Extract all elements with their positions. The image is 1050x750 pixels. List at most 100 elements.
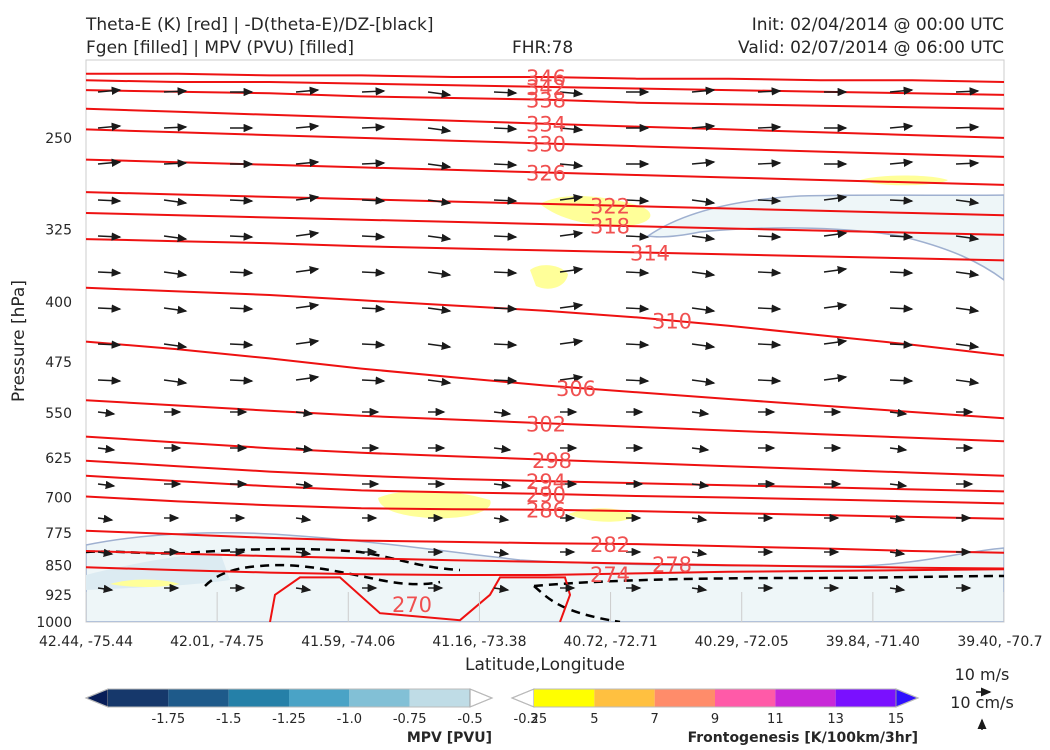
wind-vector — [559, 125, 584, 134]
wind-vector — [229, 232, 254, 241]
wind-vector — [889, 444, 908, 454]
wind-vector — [427, 89, 452, 99]
wind-vector — [229, 376, 254, 385]
theta-e-contour-322 — [86, 191, 1004, 217]
theta-e-label-298: 298 — [532, 449, 572, 473]
theta-e-contour-314 — [86, 238, 1004, 262]
mpv-colorbar-swatch — [168, 689, 229, 707]
mpv-colorbar-tick: -0.25 — [514, 712, 548, 727]
y-tick-label: 850 — [45, 558, 72, 574]
theta-e-label-306: 306 — [556, 377, 596, 401]
wind-vector — [889, 196, 914, 205]
mpv-colorbar-tick: -1.75 — [152, 712, 186, 727]
mpv-colorbar-extend-right — [469, 688, 494, 708]
theta-e-contour-334 — [86, 107, 1004, 139]
x-axis: 42.44, -75.44 42.01, -74.75 41.59, -74.06 4… — [39, 592, 1043, 650]
wind-vector — [163, 341, 188, 351]
y-tick-label: 325 — [45, 223, 72, 239]
wind-vector — [163, 159, 188, 168]
wind-vector — [163, 233, 188, 243]
wind-vector — [163, 87, 188, 96]
wind-vector — [691, 122, 716, 131]
wind-vector — [691, 197, 716, 207]
mpv-colorbar-tick: -1.0 — [337, 712, 362, 727]
fgen-fill-upper — [540, 195, 651, 226]
wind-vector — [559, 161, 584, 170]
fgen-colorbar-swatch — [835, 689, 896, 707]
wind-vector — [295, 337, 320, 347]
fgen-colorbar: 3 5 7 9 11 13 15 — [510, 688, 920, 727]
wind-vector — [757, 232, 782, 241]
wind-vector — [889, 158, 914, 167]
wind-vector — [163, 123, 188, 132]
wind-vector — [361, 340, 386, 349]
mpv-colorbar-swatch — [289, 689, 350, 707]
wind-vector — [427, 341, 452, 351]
theta-e-label-330: 330 — [526, 132, 566, 156]
wind-vector — [559, 373, 584, 383]
wind-vector — [691, 377, 716, 387]
wind-vector — [955, 197, 980, 207]
wind-vector — [493, 340, 518, 349]
theta-e-label-342: 342 — [526, 76, 566, 100]
y-tick-label: 1000 — [36, 615, 72, 631]
theta-e-contour-330 — [86, 128, 1004, 158]
wind-vector — [493, 548, 510, 557]
wind-vector — [625, 196, 650, 205]
theta-e-label-334: 334 — [526, 113, 566, 137]
wind-vector — [361, 123, 386, 132]
wind-vector — [889, 514, 906, 523]
y-axis: 250 325 400 475 550 625 700 775 850 925 1000 — [36, 131, 72, 631]
wind-vector — [493, 514, 510, 523]
mpv-colorbar: -1.75 -1.5 -1.25 -1.0 -0.75 -0.5 -0.25 — [84, 688, 548, 727]
wind-vector — [955, 305, 980, 315]
vector-key-horizontal-label: 10 m/s — [955, 665, 1010, 684]
wind-vector — [427, 125, 452, 135]
theta-e-contour-282 — [86, 529, 1004, 554]
wind-vector — [361, 304, 386, 313]
fgen-colorbar-tick: 11 — [767, 712, 784, 727]
wind-vector — [757, 87, 782, 96]
wind-vector — [823, 193, 848, 203]
wind-vector — [889, 584, 906, 593]
theta-e-contour-286 — [86, 495, 1004, 520]
wind-vector — [691, 233, 716, 243]
wind-vector — [691, 514, 708, 523]
wind-vector — [625, 340, 650, 349]
wind-vector — [889, 122, 914, 131]
wind-vector — [691, 584, 708, 593]
wind-vector — [955, 341, 980, 351]
wind-vector — [691, 444, 710, 454]
wind-vector — [889, 548, 906, 557]
wind-vector — [493, 124, 518, 133]
wind-vector — [97, 514, 114, 523]
wind-vector — [295, 480, 314, 490]
wind-vector — [625, 376, 650, 385]
wind-vector — [97, 232, 122, 241]
wind-vector — [97, 376, 122, 385]
wind-vector — [757, 123, 782, 132]
wind-vector — [427, 233, 452, 243]
wind-vector — [361, 159, 386, 168]
vector-key-vertical-label: 10 cm/s — [950, 693, 1014, 712]
mpv-colorbar-outline — [84, 688, 494, 708]
fgen-colorbar-swatch — [534, 689, 595, 707]
wind-vector — [229, 268, 254, 277]
wind-vector — [559, 265, 584, 275]
wind-vector — [625, 304, 650, 313]
fgen-colorbar-swatch — [654, 689, 715, 707]
wind-vector — [97, 196, 122, 205]
fgen-colorbar-label: Frontogenesis [K/100km/3hr] — [688, 730, 918, 746]
wind-vector — [955, 123, 980, 132]
wind-vector — [295, 301, 320, 311]
fgen-colorbar-tick: 9 — [711, 712, 719, 727]
wind-vector — [97, 86, 122, 95]
wind-vector — [295, 158, 320, 167]
wind-vector — [691, 305, 716, 315]
dtheta-dz-contour-4 — [533, 585, 621, 622]
title-left-line2: Fgen [filled] | MPV (PVU) [filled] — [86, 38, 355, 58]
wind-vector — [295, 584, 312, 593]
wind-vector — [559, 89, 584, 98]
dtheta-dz-contour-3 — [533, 574, 1004, 588]
